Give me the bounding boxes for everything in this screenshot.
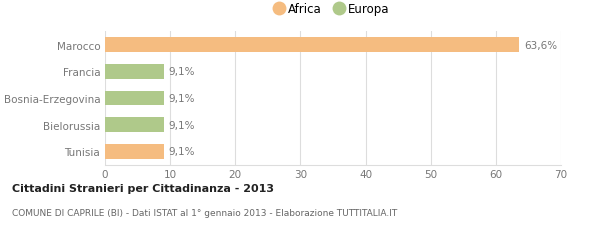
Text: 9,1%: 9,1% [169,147,196,157]
Bar [105,65,164,79]
Text: 63,6%: 63,6% [524,40,557,50]
Text: 9,1%: 9,1% [169,67,196,77]
Text: COMUNE DI CAPRILE (BI) - Dati ISTAT al 1° gennaio 2013 - Elaborazione TUTTITALIA: COMUNE DI CAPRILE (BI) - Dati ISTAT al 1… [12,208,397,217]
Bar [105,118,164,132]
Text: Cittadini Stranieri per Cittadinanza - 2013: Cittadini Stranieri per Cittadinanza - 2… [12,183,274,193]
Bar [105,144,164,159]
Text: 9,1%: 9,1% [169,93,196,104]
Bar [105,91,164,106]
Bar [105,38,520,53]
Legend: Africa, Europa: Africa, Europa [273,0,393,19]
Text: 9,1%: 9,1% [169,120,196,130]
